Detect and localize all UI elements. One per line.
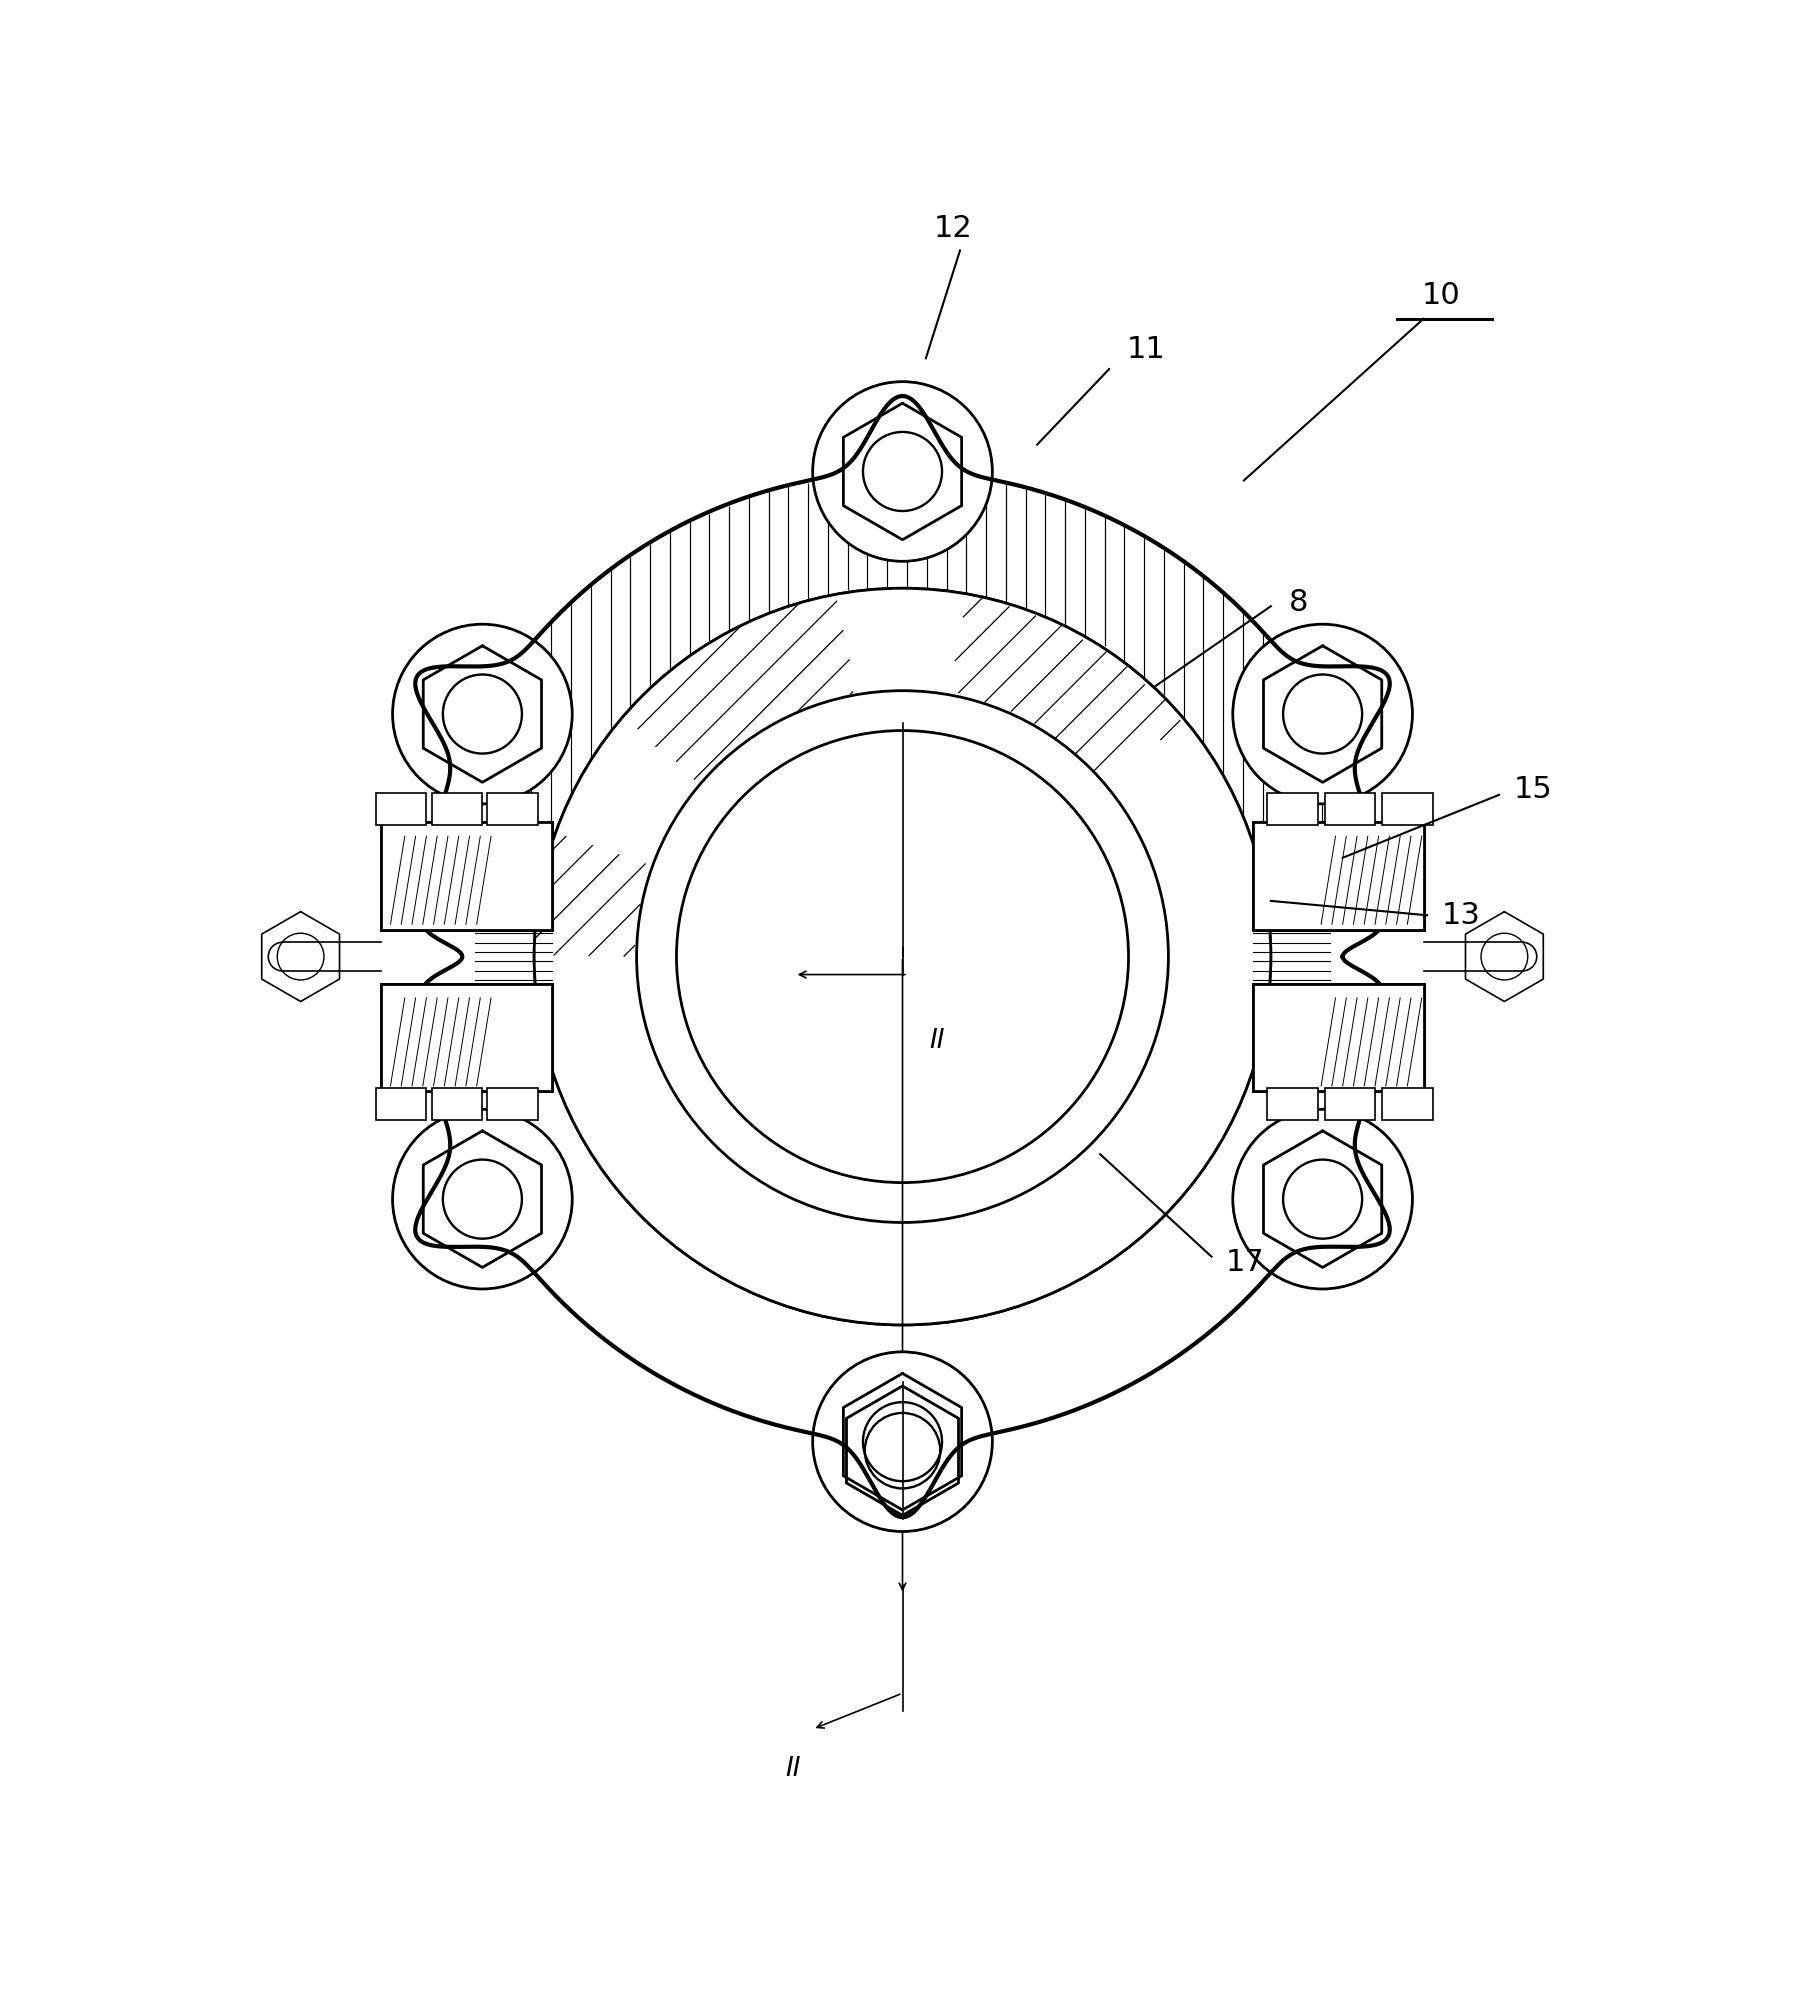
- Polygon shape: [415, 397, 1390, 1516]
- Text: 10: 10: [1422, 280, 1460, 310]
- Bar: [381, 821, 552, 929]
- Bar: [1253, 821, 1424, 929]
- Circle shape: [1233, 625, 1413, 803]
- Text: 15: 15: [1513, 775, 1552, 803]
- Bar: [1267, 1088, 1318, 1120]
- Bar: [431, 793, 482, 825]
- Bar: [1383, 793, 1433, 825]
- Bar: [1325, 1088, 1375, 1120]
- Text: 17: 17: [1226, 1248, 1265, 1276]
- Bar: [381, 983, 552, 1092]
- Text: 11: 11: [1126, 335, 1166, 365]
- Bar: [1253, 983, 1424, 1092]
- Bar: [375, 793, 426, 825]
- Bar: [375, 1088, 426, 1120]
- Circle shape: [534, 589, 1271, 1324]
- Bar: [1253, 821, 1424, 929]
- Text: 12: 12: [933, 214, 973, 242]
- Circle shape: [677, 731, 1128, 1182]
- Circle shape: [392, 625, 572, 803]
- Circle shape: [812, 1352, 993, 1532]
- Circle shape: [812, 383, 993, 561]
- Bar: [1383, 1088, 1433, 1120]
- Bar: [1253, 983, 1424, 1092]
- Circle shape: [637, 691, 1168, 1222]
- Circle shape: [534, 589, 1271, 1324]
- Text: II: II: [785, 1757, 801, 1783]
- Bar: [1325, 793, 1375, 825]
- Bar: [381, 983, 552, 1092]
- Bar: [431, 1088, 482, 1120]
- Bar: [487, 793, 538, 825]
- Text: II: II: [930, 1028, 946, 1054]
- Bar: [381, 821, 552, 929]
- Bar: [487, 1088, 538, 1120]
- Circle shape: [392, 1110, 572, 1290]
- Text: 8: 8: [1289, 589, 1309, 617]
- Circle shape: [1233, 1110, 1413, 1290]
- Text: 13: 13: [1442, 901, 1480, 929]
- Bar: [1267, 793, 1318, 825]
